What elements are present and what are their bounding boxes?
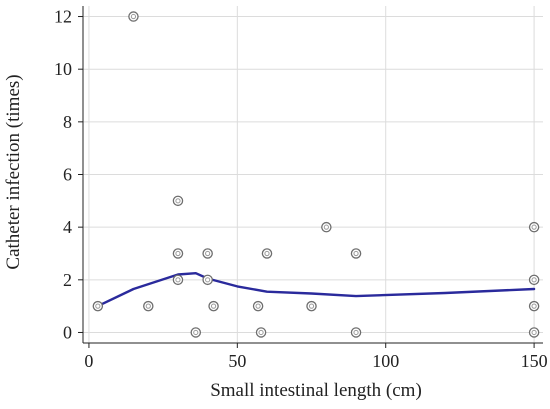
data-point-center [258, 329, 264, 336]
data-point [190, 327, 202, 338]
y-tick-label: 4 [63, 217, 72, 237]
data-point-center [353, 329, 359, 336]
data-point [252, 300, 264, 312]
y-tick-label: 0 [63, 322, 72, 342]
data-point-center [308, 303, 315, 309]
data-point-center [175, 198, 181, 204]
data-point [350, 248, 362, 259]
data-point-center [175, 250, 181, 257]
y-tick-label: 6 [63, 165, 72, 185]
data-point-center [205, 250, 211, 257]
data-point-center [264, 250, 270, 257]
data-point [172, 274, 184, 286]
data-point-center [205, 277, 211, 283]
data-point-center [323, 224, 329, 230]
data-point-center [145, 303, 151, 309]
data-point [528, 274, 540, 286]
data-point [306, 300, 317, 312]
data-point [350, 327, 362, 338]
data-point-center [531, 329, 537, 336]
data-point [202, 274, 213, 286]
x-tick-label: 100 [372, 351, 399, 371]
data-point [208, 300, 219, 312]
x-axis-label: Small intestinal length (cm) [210, 380, 422, 401]
x-tick-label: 0 [84, 351, 93, 371]
data-point-center [95, 303, 101, 309]
x-tick-label: 50 [228, 351, 246, 371]
data-point [128, 11, 139, 22]
data-point [143, 300, 154, 312]
data-point [321, 221, 332, 233]
y-tick-label: 2 [63, 270, 72, 290]
data-point [92, 300, 104, 312]
data-points [92, 11, 540, 338]
data-point-center [255, 303, 261, 309]
data-point [255, 327, 267, 338]
data-point-center [130, 13, 137, 20]
data-point [202, 248, 213, 259]
data-point-center [175, 277, 181, 283]
y-tick-label: 10 [54, 59, 72, 79]
fit-line [96, 272, 536, 308]
data-point-center [353, 250, 359, 257]
data-point-center [531, 277, 537, 283]
data-point-center [531, 224, 537, 230]
data-point-center [531, 303, 537, 309]
data-point [528, 327, 540, 338]
data-point [528, 300, 540, 312]
data-point [528, 221, 540, 233]
data-point [172, 195, 184, 207]
data-point-center [210, 303, 217, 309]
data-point [172, 248, 184, 259]
data-point [261, 248, 273, 259]
axes: 0 50 100 150 0 2 4 6 8 10 12 [54, 6, 548, 371]
y-tick-label: 12 [54, 7, 72, 27]
y-axis-label: Catheter infection (times) [3, 74, 24, 269]
y-tick-label: 8 [63, 112, 72, 132]
x-tick-label: 150 [521, 351, 548, 371]
data-point-center [193, 329, 199, 336]
fit-line-layer [96, 272, 536, 308]
